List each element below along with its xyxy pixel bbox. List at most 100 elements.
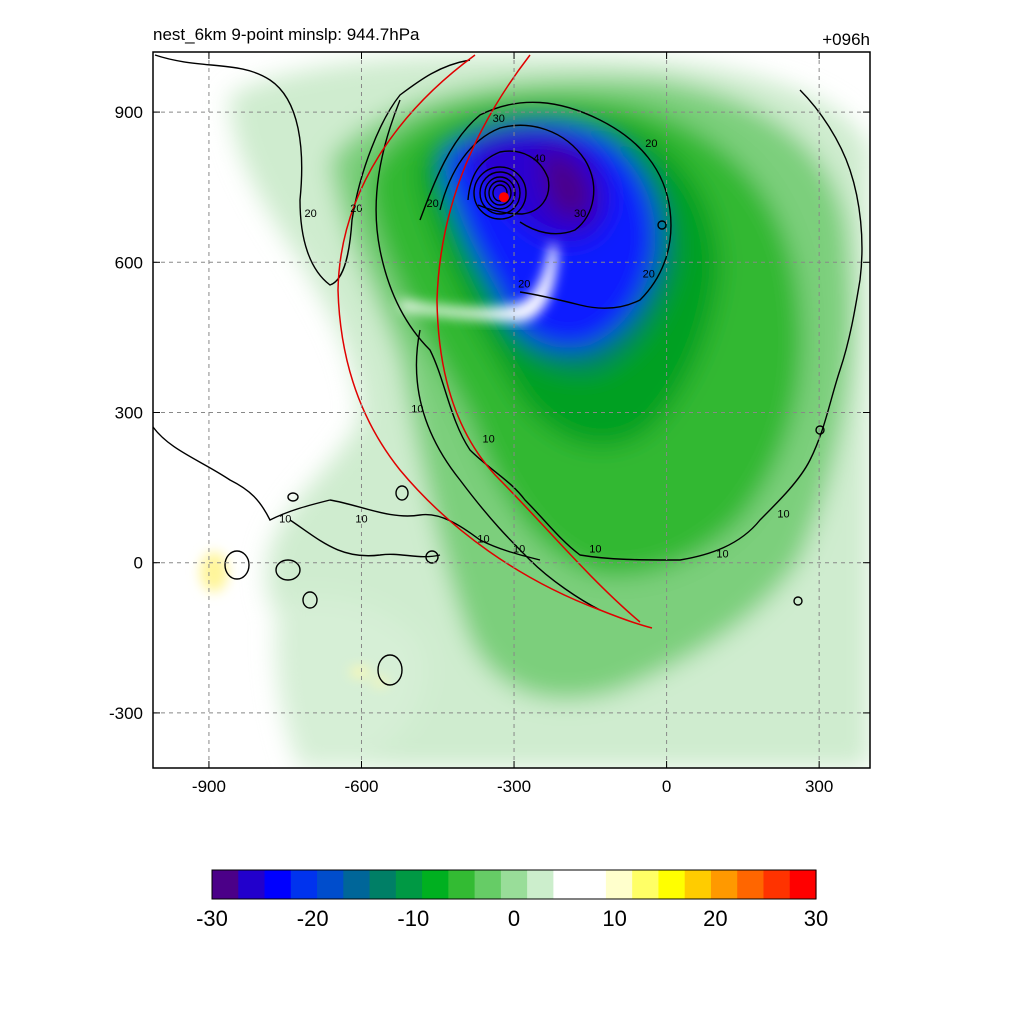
colorbar-swatch — [238, 870, 266, 899]
contour-blob-1 — [224, 550, 250, 580]
eyewall-contour-3 — [484, 176, 516, 210]
y-tick-label: 300 — [115, 404, 143, 423]
contour-label: 40 — [533, 153, 545, 165]
contour-20-west — [153, 426, 331, 521]
contour-label: 30 — [493, 113, 505, 125]
colorbar-swatch — [500, 870, 528, 899]
colorbar-swatch — [395, 870, 423, 899]
contour-20-inner — [419, 101, 672, 309]
contour-blob-8 — [657, 220, 667, 230]
y-tick-label: 0 — [134, 554, 143, 573]
red-track-lines — [337, 54, 653, 629]
field-light-green-sw — [276, 596, 426, 768]
contour-label: 20 — [643, 268, 655, 280]
colorbar-swatch — [763, 870, 791, 899]
colorbar-swatch — [369, 870, 397, 899]
colorbar-tick-label: -20 — [297, 906, 329, 931]
contour-label: 20 — [518, 278, 530, 290]
contour-label: 10 — [482, 434, 494, 446]
colorbar-swatch — [422, 870, 449, 899]
colorbar-tick-label: 0 — [508, 906, 520, 931]
y-axis: -300 0 300 600 900 — [109, 103, 870, 723]
y-tick-label: 900 — [115, 103, 143, 122]
contour-label: 20 — [305, 208, 317, 220]
contour-20-outer — [154, 54, 471, 286]
colorbar-swatch — [684, 870, 712, 899]
contour-10-sw-2 — [289, 519, 441, 558]
x-tick-label: -600 — [344, 777, 378, 796]
contour-label: 20 — [427, 198, 439, 210]
x-tick-label: -900 — [192, 777, 226, 796]
contour-label: 10 — [477, 534, 489, 546]
forecast-hour-label: +096h — [822, 30, 870, 49]
colorbar-tick-label: 20 — [703, 906, 727, 931]
eyewall-contour-1 — [473, 166, 527, 220]
contour-blob-2 — [275, 559, 301, 581]
plot-frame — [152, 51, 871, 769]
colorbar-swatch — [264, 870, 292, 899]
colorbar-tick-label: 10 — [602, 906, 626, 931]
eyewall-contour-4 — [488, 180, 512, 206]
x-tick-label: -300 — [497, 777, 531, 796]
colorbar-tick-label: -30 — [196, 906, 228, 931]
contour-10-arc — [415, 329, 601, 611]
positive-spot-3 — [372, 678, 388, 686]
contour-label: 20 — [350, 203, 362, 215]
contour-label: 10 — [777, 509, 789, 521]
contour-30 — [439, 124, 595, 235]
colorbar-swatch — [632, 870, 660, 899]
contour-blob-4 — [377, 654, 403, 686]
colorbar-swatch — [212, 870, 239, 899]
colorbar-swatch — [605, 870, 633, 899]
contour-label: 30 — [574, 208, 586, 220]
contour-blob-5 — [395, 485, 409, 501]
colorbar-frame — [211, 869, 817, 900]
colorbar-swatch — [527, 870, 554, 899]
track-line-inner — [436, 54, 641, 623]
contour-40 — [467, 150, 550, 215]
y-tick-label: 600 — [115, 253, 143, 272]
colorbar-swatch — [737, 870, 765, 899]
colorbar-swatch — [317, 870, 344, 899]
field-violet-core — [543, 150, 592, 219]
contour-10-sw-1 — [329, 499, 541, 561]
wind-contours — [153, 54, 863, 686]
eyewall-contour-2 — [479, 171, 521, 215]
positive-spot-2 — [350, 667, 370, 677]
colorbar-swatch — [579, 870, 607, 899]
colorbar-tick-label: -10 — [397, 906, 429, 931]
colorbar-swatch — [343, 870, 371, 899]
x-tick-label: 0 — [662, 777, 671, 796]
contour-blob-3 — [302, 591, 318, 609]
contour-label: 20 — [645, 138, 657, 150]
colorbar: -30 -20 -10 0 10 20 30 — [196, 869, 828, 931]
contour-label: 10 — [411, 404, 423, 416]
contour-blob-6 — [425, 550, 439, 564]
colorbar-swatch — [658, 870, 686, 899]
contour-label: 10 — [513, 544, 525, 556]
positive-spot-1 — [200, 552, 228, 592]
colorbar-swatch — [710, 870, 738, 899]
colorbar-swatch — [553, 870, 581, 899]
colorbar-swatch — [474, 870, 502, 899]
contour-blob-9 — [815, 425, 825, 435]
colorbar-swatch — [448, 870, 476, 899]
colorbar-swatch — [290, 870, 318, 899]
contour-label: 10 — [716, 549, 728, 561]
y-tick-label: -300 — [109, 704, 143, 723]
contour-blob-10 — [287, 492, 299, 502]
contour-label: 10 — [589, 544, 601, 556]
contour-10-main — [375, 89, 863, 561]
chart-title: nest_6km 9-point minslp: 944.7hPa — [153, 25, 420, 44]
contour-label: 10 — [279, 514, 291, 526]
colorbar-swatch — [789, 870, 817, 899]
eyewall-contour-5 — [492, 184, 508, 202]
contour-blob-7 — [793, 596, 803, 606]
x-tick-label: 300 — [805, 777, 833, 796]
x-axis: -900 -600 -300 0 300 — [192, 52, 833, 796]
colorbar-tick-label: 30 — [804, 906, 828, 931]
track-line-outer — [337, 54, 653, 629]
storm-center-marker — [498, 192, 509, 203]
